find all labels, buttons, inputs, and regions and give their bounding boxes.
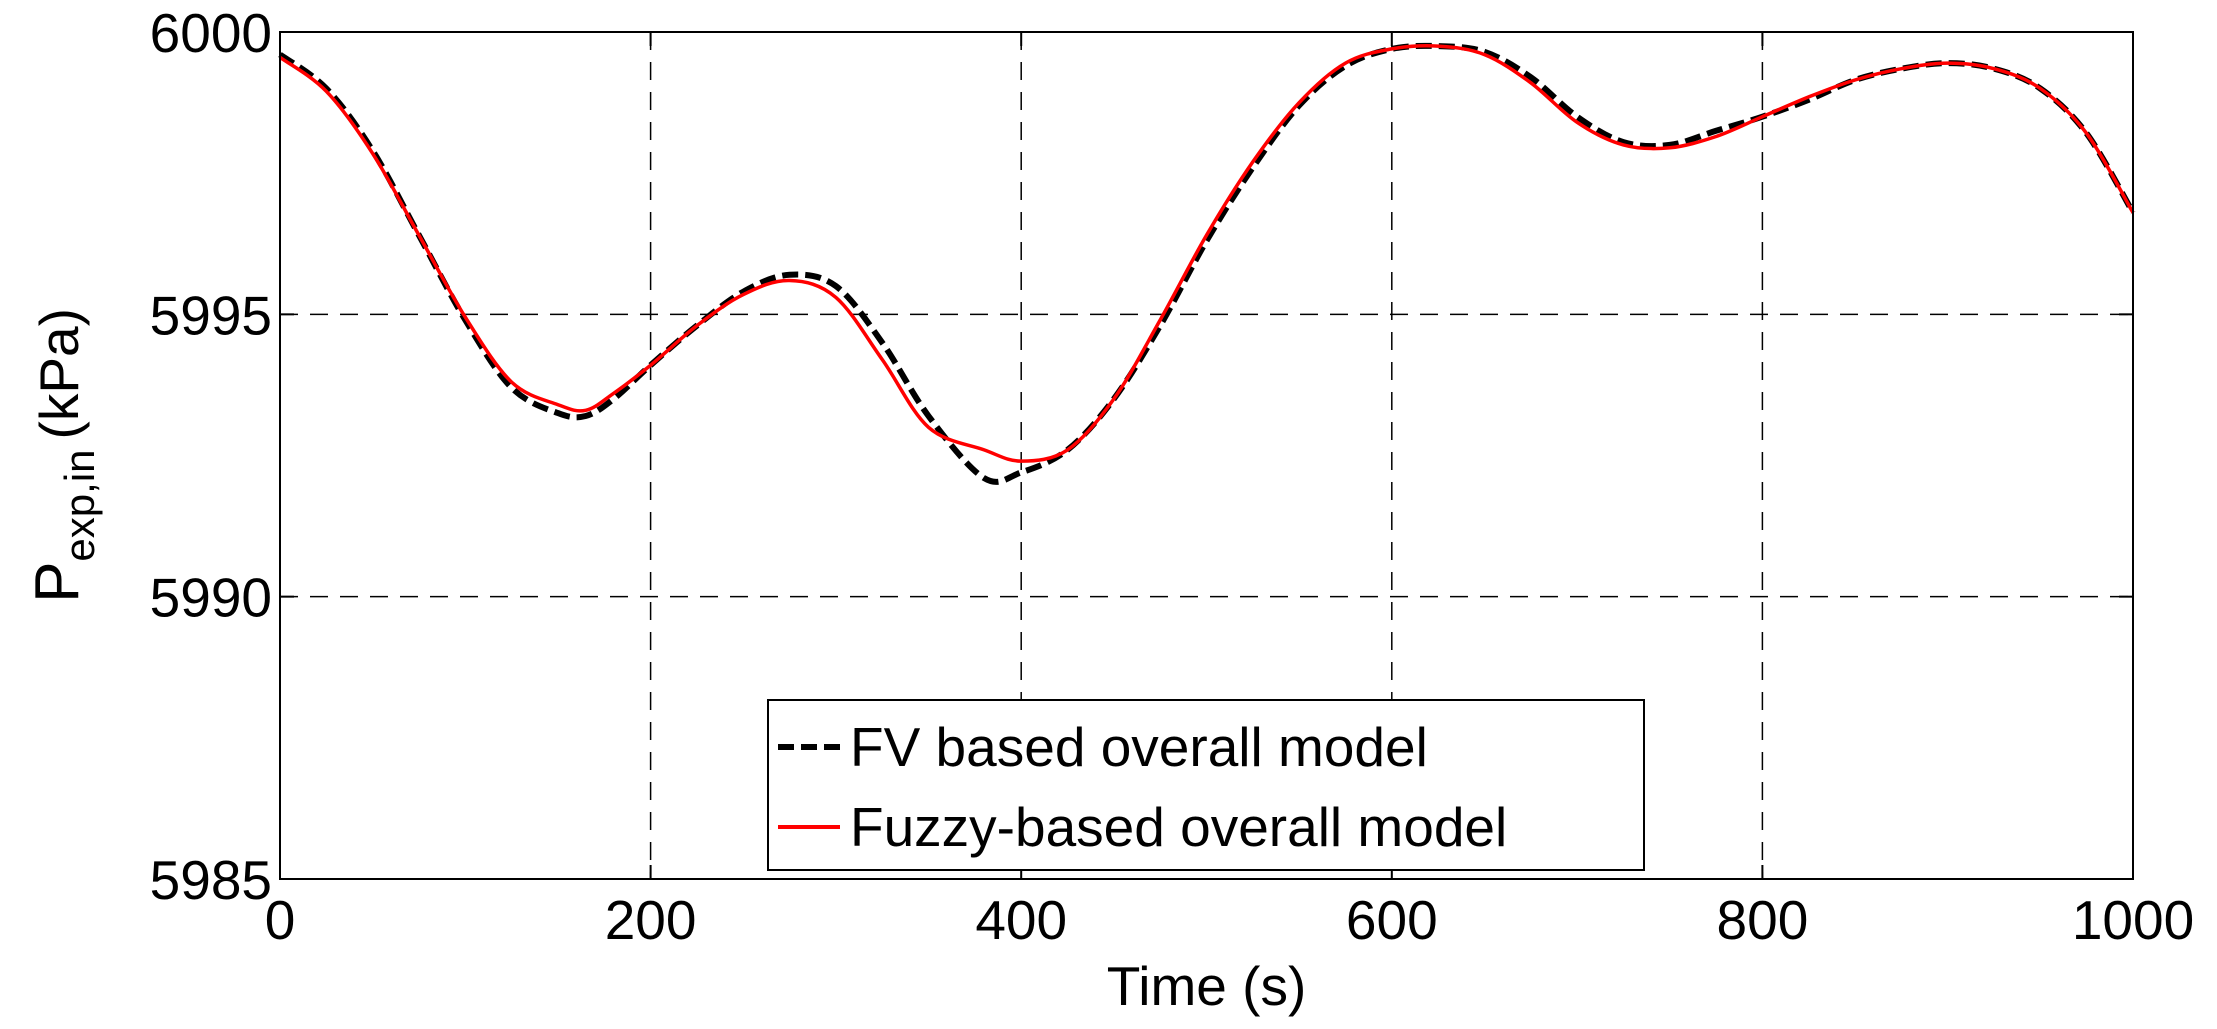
x-tick-label-200: 200 [605,889,697,951]
y-axis-title-unit: (kPa) [28,308,90,439]
x-tick-label-0: 0 [265,889,296,951]
x-tick-label-400: 400 [975,889,1067,951]
series-line-fv [278,42,2136,485]
plot-area-frame [279,31,2134,880]
x-tick-label-800: 800 [1717,889,1809,951]
y-axis-title-subscript: exp,in [56,449,103,561]
y-tick-label-6000: 6000 [150,2,272,64]
axis-ticks: 0 200 400 600 800 1000 5985 5990 5995 6000 [150,2,2195,951]
series-lines [278,42,2136,485]
legend: FV based overall model Fuzzy-based overa… [767,699,1645,871]
y-tick-label-5995: 5995 [150,284,272,346]
x-tick-label-600: 600 [1346,889,1438,951]
y-tick-label-5990: 5990 [150,567,272,629]
x-axis-title: Time (s) [1107,955,1307,1017]
y-axis-title: Pexp,in (kPa) [23,308,103,603]
legend-box [767,699,1645,871]
legend-label-fv: FV based overall model [850,716,1428,778]
y-tick-label-5985: 5985 [150,849,272,911]
x-tick-label-1000: 1000 [2072,889,2194,951]
svg-text:Pexp,in(kPa): Pexp,in (kPa) [23,308,103,603]
series-line-fuzzy [278,44,2135,463]
y-axis-title-main: P [23,562,92,603]
legend-label-fuzzy: Fuzzy-based overall model [850,796,1507,858]
